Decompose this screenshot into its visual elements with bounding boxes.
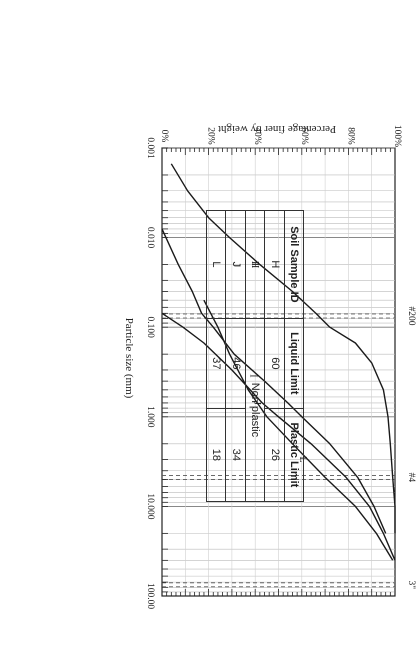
cell-ll: 46	[226, 318, 246, 409]
cell-ll: 60	[265, 318, 285, 409]
curve-label-h: H	[249, 261, 260, 268]
y-tick-label: 80%	[345, 127, 355, 145]
header-liquid-limit: Liquid Limit	[284, 318, 304, 409]
x-tick-label: 100.00	[145, 583, 155, 609]
y-tick-label: 60%	[299, 127, 309, 145]
y-tick-label: 20%	[206, 127, 216, 145]
x-tick-label: 0.001	[145, 137, 155, 159]
x-axis-title: Particle size (mm)	[123, 318, 135, 399]
cell-id: J	[226, 210, 246, 319]
curve-label-l: L	[297, 457, 308, 463]
cell-id: I	[245, 210, 265, 319]
curve-l	[203, 299, 394, 561]
y-tick-label: 40%	[252, 127, 262, 145]
y-tick-label: 100%	[392, 125, 402, 147]
curve-j	[161, 312, 396, 561]
table-row: J 46 34	[226, 210, 246, 502]
cell-id: H	[265, 210, 285, 319]
cell-pl: 34	[226, 408, 246, 502]
header-plastic-limit: Plastic Limit	[284, 408, 304, 502]
x-tick-label: 0.010	[145, 227, 155, 249]
y-tick-label: 0%	[159, 130, 169, 143]
y-axis-title: Percentage finer by weight	[218, 123, 336, 135]
x-tick-label: 1.000	[145, 406, 155, 428]
grid	[161, 147, 396, 597]
sieve-label: 3"	[406, 580, 416, 589]
x-tick-label: 0.100	[145, 317, 155, 339]
ticks: #200 #4 3" 0% 20% 40% 60% 80% 100% 0.001 0.010 0.10…	[145, 125, 416, 609]
x-tick-label: 10.000	[145, 493, 155, 519]
table-row: I Non plastic	[245, 210, 265, 502]
cell-ll: 37	[206, 318, 226, 409]
cell-pl: 26	[265, 408, 285, 502]
curve-h	[170, 163, 396, 534]
curve-label-i: I	[248, 374, 259, 377]
cell-id: L	[206, 210, 226, 319]
cell-pl: 18	[206, 408, 226, 502]
table-row: L 37 18	[206, 210, 226, 502]
table-header-row: Soil Sample ID Liquid Limit Plastic Limi…	[284, 210, 304, 502]
sieve-label: #4	[406, 473, 416, 483]
sieve-label: #200	[406, 307, 416, 326]
soil-properties-table: Soil Sample ID Liquid Limit Plastic Limi…	[206, 210, 304, 502]
cell-non-plastic: Non plastic	[245, 318, 265, 502]
header-sample-id: Soil Sample ID	[284, 210, 304, 319]
curve-i	[161, 228, 387, 534]
table-row: H 60 26	[265, 210, 285, 502]
